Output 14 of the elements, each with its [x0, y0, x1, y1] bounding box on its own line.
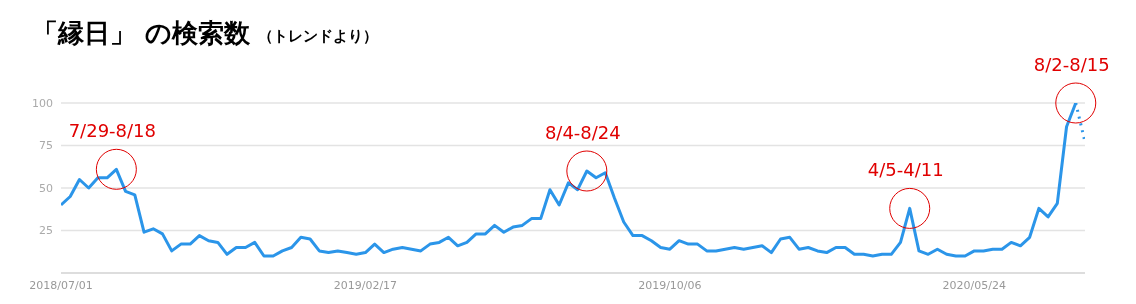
- y-tick-label: 100: [32, 96, 53, 110]
- annotation: 7/29-8/18: [68, 120, 157, 142]
- annotation: 8/2-8/15: [1033, 54, 1110, 75]
- y-tick-label: 25: [39, 224, 53, 238]
- chart-title: 「縁日」 の検索数: [32, 16, 251, 50]
- x-tick-label: 2019/02/17: [333, 278, 398, 292]
- annotation: 4/5-4/11: [867, 159, 944, 181]
- x-tick-label: 2020/05/24: [942, 278, 1006, 292]
- annotation: 8/4-8/24: [544, 122, 621, 143]
- chart-subtitle: （トレンドより）: [258, 26, 379, 46]
- y-tick-label: 50: [39, 181, 53, 195]
- x-tick-label: 2018/07/01: [29, 278, 93, 292]
- y-tick-label: 75: [39, 139, 53, 153]
- x-tick-label: 2019/10/06: [638, 278, 702, 292]
